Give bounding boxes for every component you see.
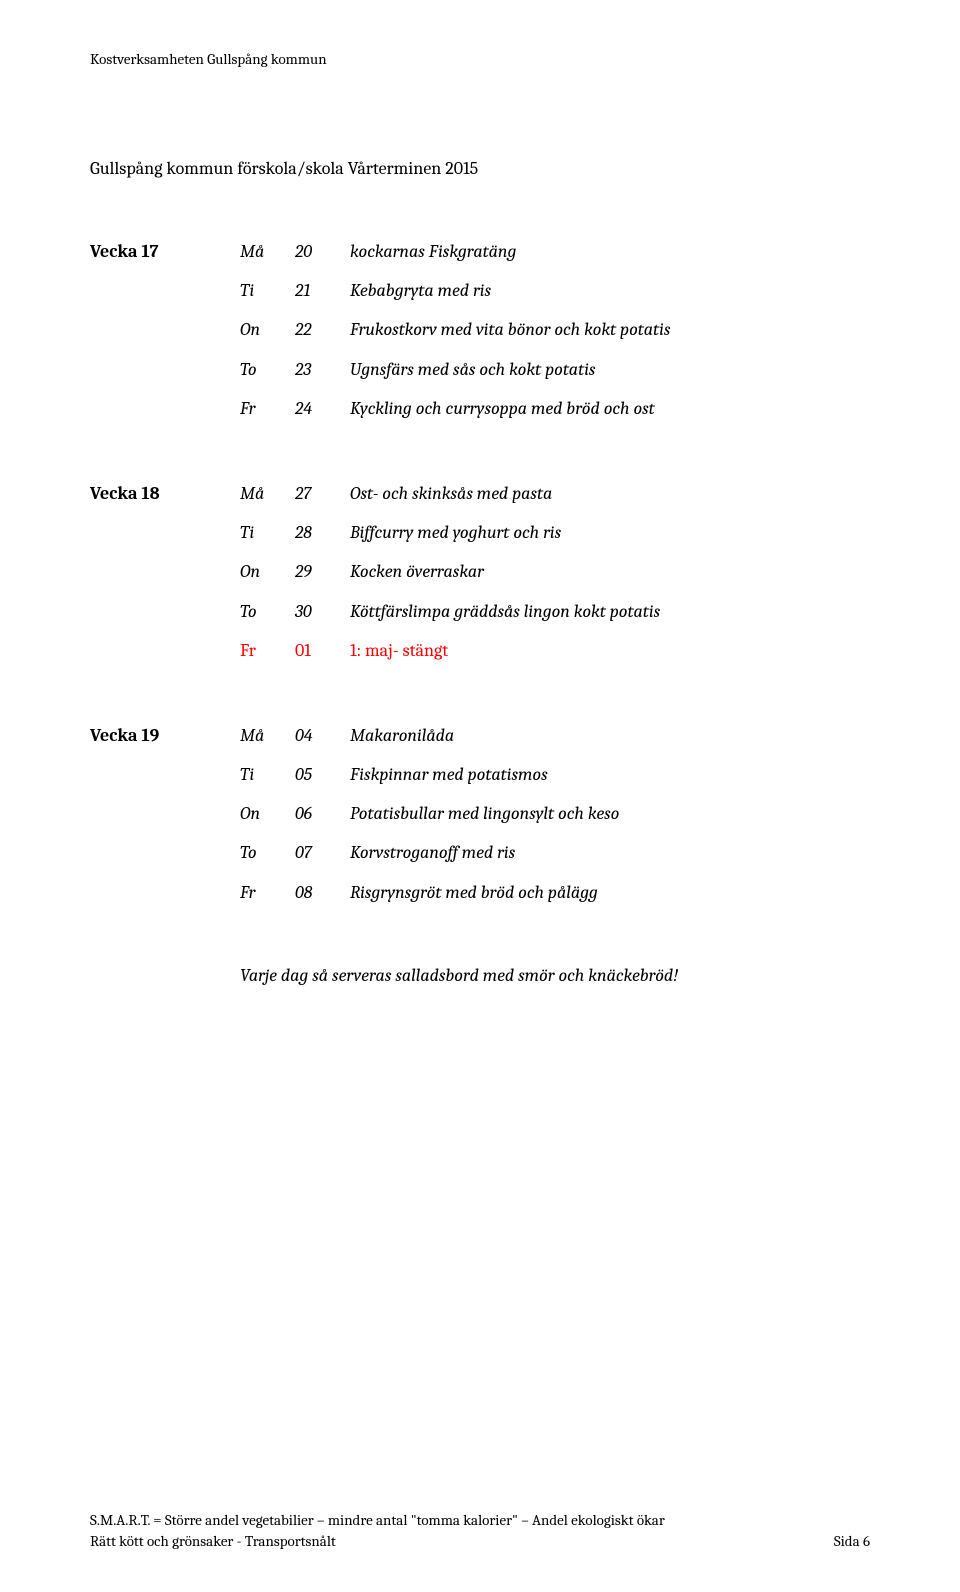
day-number: 01 xyxy=(295,638,350,663)
week-label: Vecka 19 xyxy=(90,723,240,748)
menu-row: Fr011: maj- stängt xyxy=(90,638,870,663)
menu-row: On22Frukostkorv med vita bönor och kokt … xyxy=(90,317,870,342)
week-label xyxy=(90,762,240,787)
dish-text: Risgrynsgröt med bröd och pålägg xyxy=(350,880,870,905)
menu-row: To30Köttfärslimpa gräddsås lingon kokt p… xyxy=(90,599,870,624)
week-label xyxy=(90,559,240,584)
day-number: 04 xyxy=(295,723,350,748)
dish-text: Biffcurry med yoghurt och ris xyxy=(350,520,870,545)
week-label xyxy=(90,357,240,382)
doc-header: Kostverksamheten Gullspång kommun xyxy=(90,50,870,68)
week-block: Vecka 19Må04Makaronilåda Ti05Fiskpinnar m… xyxy=(90,723,870,905)
week-block: Vecka 18Må27Ost- och skinksås med pasta T… xyxy=(90,481,870,663)
footer-line1: S.M.A.R.T. = Större andel vegetabilier –… xyxy=(90,1510,870,1531)
dish-text: Ugnsfärs med sås och kokt potatis xyxy=(350,357,870,382)
day-label: On xyxy=(240,801,295,826)
footer: S.M.A.R.T. = Större andel vegetabilier –… xyxy=(90,1510,870,1552)
day-label: Ti xyxy=(240,762,295,787)
day-label: Ti xyxy=(240,278,295,303)
dish-text: Fiskpinnar med potatismos xyxy=(350,762,870,787)
week-label: Vecka 18 xyxy=(90,481,240,506)
menu-row: Fr08Risgrynsgröt med bröd och pålägg xyxy=(90,880,870,905)
dish-text: Kyckling och currysoppa med bröd och ost xyxy=(350,396,870,421)
day-label: On xyxy=(240,559,295,584)
week-label xyxy=(90,801,240,826)
day-label: To xyxy=(240,599,295,624)
day-number: 27 xyxy=(295,481,350,506)
dish-text: Kocken överraskar xyxy=(350,559,870,584)
dish-text: Ost- och skinksås med pasta xyxy=(350,481,870,506)
doc-subtitle: Gullspång kommun förskola/skola Vårtermi… xyxy=(90,158,870,179)
dish-text: Korvstroganoff med ris xyxy=(350,840,870,865)
week-label xyxy=(90,278,240,303)
menu-row: Vecka 18Må27Ost- och skinksås med pasta xyxy=(90,481,870,506)
week-label xyxy=(90,317,240,342)
weeks-container: Vecka 17Må20kockarnas FiskgratängTi21Keb… xyxy=(90,239,870,905)
dish-text: Köttfärslimpa gräddsås lingon kokt potat… xyxy=(350,599,870,624)
day-label: Fr xyxy=(240,638,295,663)
day-number: 22 xyxy=(295,317,350,342)
day-number: 23 xyxy=(295,357,350,382)
footer-page: Sida 6 xyxy=(834,1531,870,1552)
day-number: 28 xyxy=(295,520,350,545)
week-label xyxy=(90,638,240,663)
menu-row: Ti05Fiskpinnar med potatismos xyxy=(90,762,870,787)
day-number: 21 xyxy=(295,278,350,303)
week-label xyxy=(90,840,240,865)
menu-row: Vecka 19Må04Makaronilåda xyxy=(90,723,870,748)
menu-row: Ti21Kebabgryta med ris xyxy=(90,278,870,303)
day-label: Fr xyxy=(240,396,295,421)
week-label xyxy=(90,396,240,421)
week-label: Vecka 17 xyxy=(90,239,240,264)
week-label xyxy=(90,880,240,905)
day-label: Må xyxy=(240,481,295,506)
day-number: 29 xyxy=(295,559,350,584)
dish-text: Kebabgryta med ris xyxy=(350,278,870,303)
day-number: 20 xyxy=(295,239,350,264)
menu-row: Fr24Kyckling och currysoppa med bröd och… xyxy=(90,396,870,421)
week-label xyxy=(90,520,240,545)
day-number: 06 xyxy=(295,801,350,826)
day-label: To xyxy=(240,840,295,865)
menu-row: On29Kocken överraskar xyxy=(90,559,870,584)
dish-text: Makaronilåda xyxy=(350,723,870,748)
day-number: 24 xyxy=(295,396,350,421)
dish-text: Frukostkorv med vita bönor och kokt pota… xyxy=(350,317,870,342)
menu-row: To23Ugnsfärs med sås och kokt potatis xyxy=(90,357,870,382)
week-block: Vecka 17Må20kockarnas Fiskgratäng Ti21Keb… xyxy=(90,239,870,421)
day-number: 07 xyxy=(295,840,350,865)
menu-row: Ti28Biffcurry med yoghurt och ris xyxy=(90,520,870,545)
day-label: Må xyxy=(240,723,295,748)
day-label: Ti xyxy=(240,520,295,545)
dish-text: kockarnas Fiskgratäng xyxy=(350,239,870,264)
dish-text: Potatisbullar med lingonsylt och keso xyxy=(350,801,870,826)
day-label: To xyxy=(240,357,295,382)
serving-note: Varje dag så serveras salladsbord med sm… xyxy=(240,965,870,986)
week-label xyxy=(90,599,240,624)
day-number: 08 xyxy=(295,880,350,905)
day-label: Må xyxy=(240,239,295,264)
day-label: On xyxy=(240,317,295,342)
day-number: 30 xyxy=(295,599,350,624)
dish-text: 1: maj- stängt xyxy=(350,638,870,663)
menu-row: To07Korvstroganoff med ris xyxy=(90,840,870,865)
day-label: Fr xyxy=(240,880,295,905)
menu-row: On06Potatisbullar med lingonsylt och kes… xyxy=(90,801,870,826)
menu-row: Vecka 17Må20kockarnas Fiskgratäng xyxy=(90,239,870,264)
day-number: 05 xyxy=(295,762,350,787)
footer-line2: Rätt kött och grönsaker - Transportsnålt xyxy=(90,1531,336,1552)
